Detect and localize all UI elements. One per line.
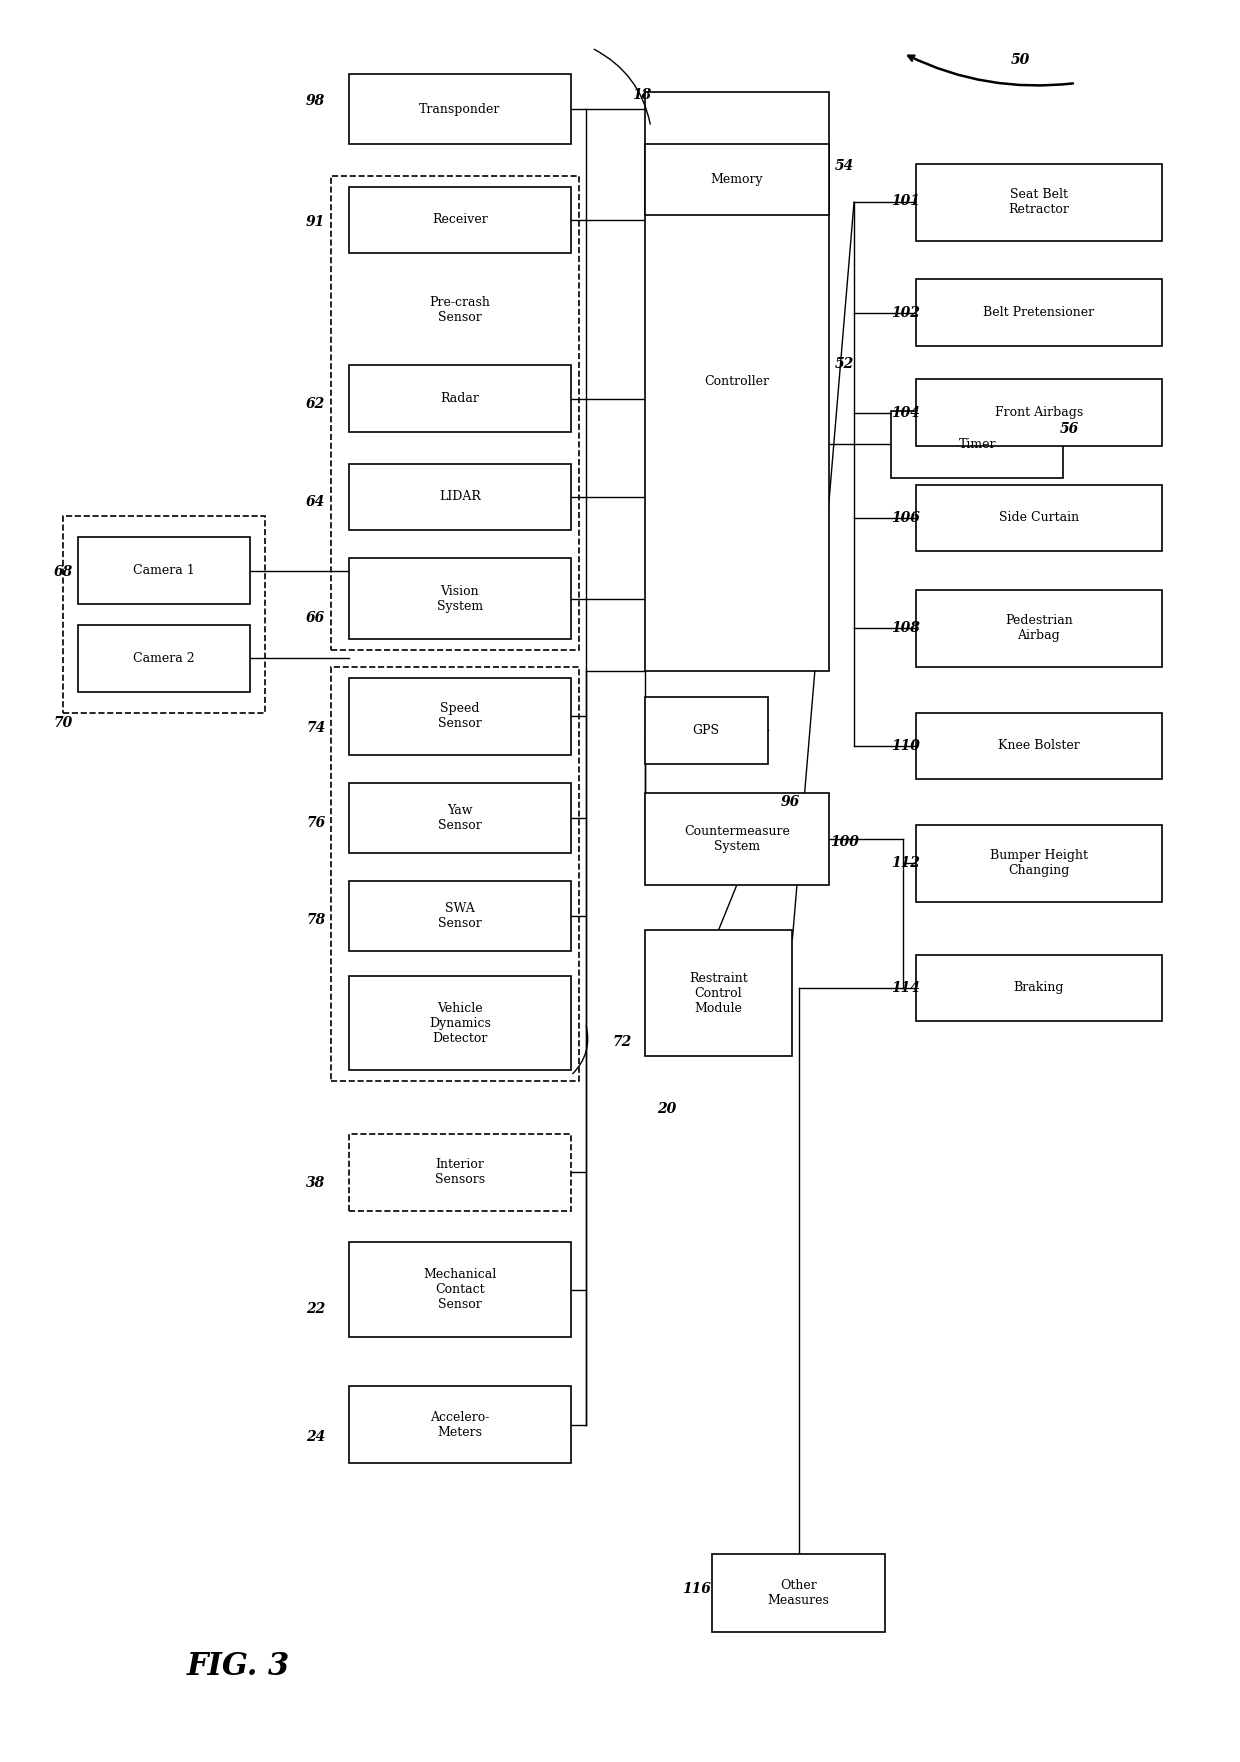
FancyBboxPatch shape <box>892 411 1064 478</box>
FancyBboxPatch shape <box>348 678 570 754</box>
FancyBboxPatch shape <box>348 976 570 1070</box>
Text: 74: 74 <box>306 721 325 735</box>
FancyBboxPatch shape <box>915 379 1162 446</box>
Text: 68: 68 <box>53 566 73 580</box>
Text: 18: 18 <box>632 88 652 102</box>
Text: Timer: Timer <box>959 437 996 451</box>
FancyBboxPatch shape <box>348 187 570 254</box>
Text: 22: 22 <box>306 1302 325 1316</box>
Text: 50: 50 <box>1011 53 1030 67</box>
Text: 20: 20 <box>657 1101 677 1115</box>
FancyBboxPatch shape <box>712 1554 885 1632</box>
FancyBboxPatch shape <box>645 696 768 763</box>
Text: Pre-crash
Sensor: Pre-crash Sensor <box>429 296 490 324</box>
Text: Controller: Controller <box>704 375 770 388</box>
Text: 101: 101 <box>892 194 920 208</box>
Text: Countermeasure
System: Countermeasure System <box>684 825 790 853</box>
FancyBboxPatch shape <box>645 92 830 671</box>
Text: Pedestrian
Airbag: Pedestrian Airbag <box>1004 615 1073 643</box>
FancyBboxPatch shape <box>915 712 1162 779</box>
FancyBboxPatch shape <box>348 1133 570 1210</box>
Text: 78: 78 <box>306 913 325 927</box>
FancyBboxPatch shape <box>348 782 570 853</box>
FancyBboxPatch shape <box>915 590 1162 668</box>
Text: Belt Pretensioner: Belt Pretensioner <box>983 307 1095 319</box>
Text: 70: 70 <box>53 715 73 729</box>
Text: Camera 2: Camera 2 <box>134 652 195 664</box>
FancyBboxPatch shape <box>348 1242 570 1337</box>
FancyBboxPatch shape <box>915 485 1162 552</box>
FancyBboxPatch shape <box>915 955 1162 1022</box>
Text: Bumper Height
Changing: Bumper Height Changing <box>990 849 1087 877</box>
Text: 54: 54 <box>835 159 854 173</box>
Text: SWA
Sensor: SWA Sensor <box>438 902 482 930</box>
Text: 76: 76 <box>306 816 325 830</box>
Text: 38: 38 <box>306 1175 325 1189</box>
Text: 102: 102 <box>892 307 920 321</box>
Text: Other
Measures: Other Measures <box>768 1579 830 1607</box>
Text: 72: 72 <box>613 1036 632 1050</box>
FancyBboxPatch shape <box>348 463 570 530</box>
Text: GPS: GPS <box>693 724 719 737</box>
FancyBboxPatch shape <box>915 825 1162 902</box>
Text: Yaw
Sensor: Yaw Sensor <box>438 803 482 832</box>
Text: 91: 91 <box>306 215 325 229</box>
Text: Interior
Sensors: Interior Sensors <box>435 1158 485 1186</box>
Text: 24: 24 <box>306 1431 325 1443</box>
Text: Speed
Sensor: Speed Sensor <box>438 701 482 729</box>
Text: 98: 98 <box>306 93 325 107</box>
Text: FIG. 3: FIG. 3 <box>186 1651 290 1683</box>
Text: LIDAR: LIDAR <box>439 490 481 504</box>
Text: 64: 64 <box>306 495 325 509</box>
Text: Side Curtain: Side Curtain <box>998 511 1079 525</box>
FancyBboxPatch shape <box>645 144 830 215</box>
Text: Vision
System: Vision System <box>436 585 482 613</box>
FancyBboxPatch shape <box>348 1387 570 1462</box>
Text: 110: 110 <box>892 738 920 752</box>
Text: Radar: Radar <box>440 393 480 405</box>
Text: Accelero-
Meters: Accelero- Meters <box>430 1411 490 1438</box>
Text: Seat Belt
Retractor: Seat Belt Retractor <box>1008 189 1069 217</box>
FancyBboxPatch shape <box>348 559 570 640</box>
FancyBboxPatch shape <box>348 881 570 951</box>
Text: Restraint
Control
Module: Restraint Control Module <box>689 971 748 1015</box>
Text: Receiver: Receiver <box>432 213 487 226</box>
Text: 108: 108 <box>892 622 920 636</box>
Text: 112: 112 <box>892 856 920 870</box>
Text: Transponder: Transponder <box>419 102 501 116</box>
Text: 106: 106 <box>892 511 920 525</box>
Text: Memory: Memory <box>711 173 764 187</box>
Text: 116: 116 <box>682 1582 711 1596</box>
Text: 96: 96 <box>780 795 800 809</box>
Text: Camera 1: Camera 1 <box>134 564 195 578</box>
Text: 56: 56 <box>1060 421 1079 435</box>
Text: Vehicle
Dynamics
Detector: Vehicle Dynamics Detector <box>429 1001 491 1045</box>
FancyBboxPatch shape <box>915 280 1162 345</box>
Text: 104: 104 <box>892 405 920 419</box>
Text: 114: 114 <box>892 981 920 996</box>
FancyBboxPatch shape <box>915 164 1162 241</box>
Text: 66: 66 <box>306 611 325 626</box>
Text: 52: 52 <box>835 356 854 370</box>
Text: 100: 100 <box>830 835 858 849</box>
Text: Knee Bolster: Knee Bolster <box>998 740 1080 752</box>
FancyBboxPatch shape <box>348 365 570 432</box>
FancyBboxPatch shape <box>645 930 792 1057</box>
Text: Front Airbags: Front Airbags <box>994 407 1083 419</box>
FancyBboxPatch shape <box>78 537 250 604</box>
FancyBboxPatch shape <box>645 793 830 885</box>
Text: Braking: Braking <box>1013 981 1064 994</box>
FancyBboxPatch shape <box>78 626 250 692</box>
Text: Mechanical
Contact
Sensor: Mechanical Contact Sensor <box>423 1269 496 1311</box>
Text: 62: 62 <box>306 396 325 411</box>
FancyBboxPatch shape <box>348 74 570 144</box>
